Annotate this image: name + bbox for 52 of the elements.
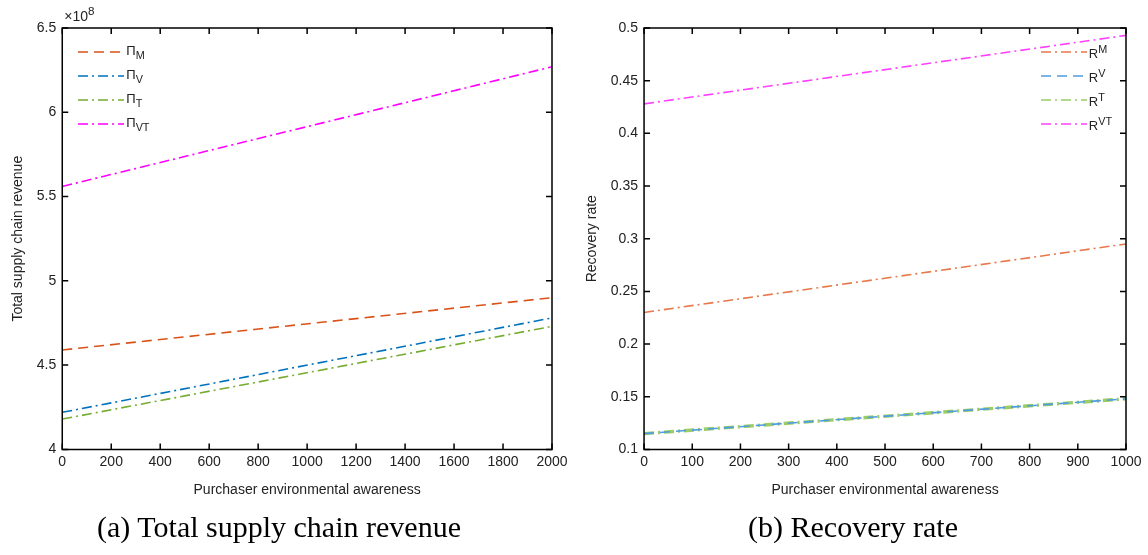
x-tick-label: 200: [99, 452, 124, 469]
x-tick-label: 800: [246, 452, 271, 469]
y-tick-label: 0.45: [610, 71, 639, 88]
x-tick-label: 300: [776, 452, 801, 469]
y-tick-label: 4: [48, 440, 57, 457]
legend-label: Π$_{VT}$: [126, 115, 150, 133]
y-tick-label: 0.1: [618, 440, 639, 457]
x-axis-title: Purchaser environmental awareness: [771, 481, 999, 498]
x-tick-label: 600: [921, 452, 946, 469]
legend-label: Π$_{V}$: [126, 67, 143, 85]
legend-label: Π$_{T}$: [126, 91, 143, 109]
y-tick-label: 6: [48, 103, 57, 120]
x-tick-label: 100: [680, 452, 705, 469]
y-tick-label: 0.25: [610, 282, 639, 299]
y-tick-label: 0.15: [610, 387, 639, 404]
legend-label: R$^{T}$: [1088, 90, 1105, 110]
x-tick-label: 1400: [389, 452, 421, 469]
x-axis-title: Purchaser environmental awareness: [193, 481, 421, 498]
y-tick-label: 0.2: [618, 334, 639, 351]
x-tick-label: 1200: [340, 452, 372, 469]
x-tick-label: 1800: [487, 452, 519, 469]
x-tick-label: 0: [58, 452, 67, 469]
y-tick-label: 4.5: [36, 355, 57, 372]
x-tick-label: 1000: [291, 452, 323, 469]
y-axis-title: Total supply chain revenue: [9, 155, 26, 322]
x-tick-label: 200: [728, 452, 753, 469]
x-tick-label: 1000: [1110, 452, 1142, 469]
legend-label: R$^{VT}$: [1088, 114, 1112, 134]
x-tick-label: 1600: [438, 452, 470, 469]
legend-label: Π$_{M}$: [126, 43, 145, 61]
y-tick-label: 0.3: [618, 229, 639, 246]
y-tick-label: 6.5: [36, 18, 57, 35]
x-tick-label: 400: [148, 452, 173, 469]
x-tick-label: 800: [1017, 452, 1042, 469]
x-tick-label: 500: [873, 452, 897, 469]
y-tick-label: 5: [48, 271, 57, 288]
x-tick-label: 2000: [536, 452, 568, 469]
y-tick-label: 0.35: [610, 176, 639, 193]
text: (a) Total supply chain revenue: [97, 509, 461, 544]
x-tick-label: 600: [197, 452, 222, 469]
legend-label: R$^{M}$: [1088, 42, 1108, 62]
text: (b) Recovery rate: [748, 509, 958, 544]
x-tick-label: 400: [825, 452, 849, 469]
y-tick-label: 0.5: [618, 18, 639, 35]
x-tick-label: 900: [1066, 452, 1090, 469]
text: ×10$^{8}$: [64, 4, 95, 24]
y-tick-label: 0.4: [618, 124, 639, 141]
x-tick-label: 700: [969, 452, 994, 469]
y-tick-label: 5.5: [36, 187, 57, 204]
x-tick-label: 0: [640, 452, 649, 469]
legend-label: R$^{V}$: [1088, 66, 1106, 86]
y-axis-title: Recovery rate: [583, 194, 600, 283]
